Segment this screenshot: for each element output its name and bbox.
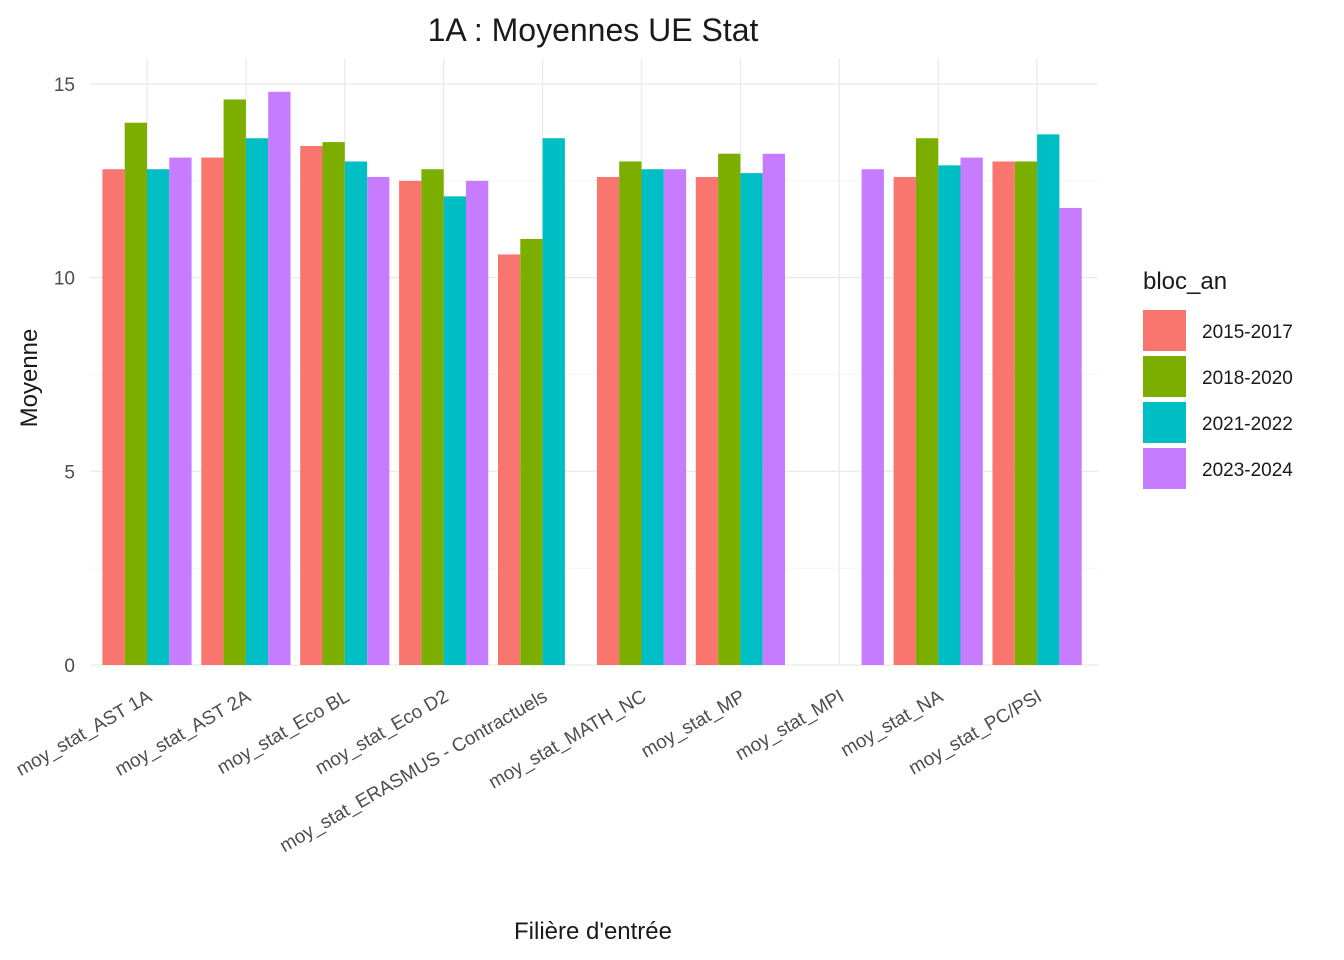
bar: 2021-2022 — moy_stat_AST 1A: 12.8: [147, 169, 170, 666]
bar: 2021-2022 — moy_stat_Eco BL: 13: [344, 161, 368, 665]
bar: 2015-2017 — moy_stat_Eco D2: 12.5: [399, 180, 422, 666]
bar: 2018-2020 — moy_stat_AST 2A: 14.6: [223, 99, 246, 665]
chart-title: 1A : Moyennes UE Stat: [428, 12, 759, 48]
bar: 2015-2017 — moy_stat_AST 1A: 12.8: [102, 169, 125, 666]
bar: 2015-2017 — moy_stat_MATH_NC: 12.6: [596, 176, 620, 665]
bar: 2018-2020 — moy_stat_NA: 13.6: [915, 138, 939, 665]
bar: 2023-2024 — moy_stat_NA: 13.1: [960, 157, 983, 666]
legend: bloc_an 2015-2017 2018-2020 2021-2022 2023-…: [1143, 268, 1293, 489]
legend-label: 2018-2020: [1202, 368, 1293, 389]
bar: 2018-2020 — moy_stat_PC/PSI: 13: [1014, 161, 1038, 665]
bar: 2023-2024 — moy_stat_Eco BL: 12.6: [367, 176, 390, 665]
legend-swatch: [1143, 448, 1186, 489]
y-tick-label: 5: [64, 462, 75, 483]
bar: 2021-2022 — moy_stat_MATH_NC: 12.8: [641, 169, 664, 666]
bar: 2023-2024 — moy_stat_MPI: 12.8: [861, 169, 884, 666]
bar: 2018-2020 — moy_stat_MP: 13.2: [718, 153, 741, 665]
bar: 2023-2024 — moy_stat_AST 1A: 13.1: [169, 157, 192, 666]
bar: 2018-2020 — moy_stat_ERASMUS - Contractu…: [520, 238, 543, 665]
legend-swatch: [1143, 356, 1186, 397]
bar: 2021-2022 — moy_stat_ERASMUS - Contractu…: [542, 138, 565, 665]
legend-title: bloc_an: [1143, 268, 1227, 295]
x-tick-label: moy_stat_MP: [638, 686, 749, 762]
legend-label: 2023-2024: [1202, 460, 1293, 481]
bar: 2018-2020 — moy_stat_Eco D2: 12.8: [421, 169, 444, 666]
y-tick-label: 15: [54, 75, 75, 96]
x-tick-label: moy_stat_MPI: [732, 686, 848, 765]
legend-label: 2021-2022: [1202, 414, 1293, 435]
bars: 2015-2017 — moy_stat_AST 1A: 12.8 2015-20…: [102, 91, 1082, 666]
bar: 2023-2024 — moy_stat_AST 2A: 14.8: [268, 91, 291, 666]
bar: 2023-2024 — moy_stat_Eco D2: 12.5: [466, 180, 489, 666]
y-axis-title: Moyenne: [16, 329, 43, 428]
bar: 2021-2022 — moy_stat_Eco D2: 12.1: [443, 196, 466, 665]
legend-label: 2015-2017: [1202, 322, 1293, 343]
bar: 2015-2017 — moy_stat_PC/PSI: 13: [992, 161, 1015, 665]
bar: 2015-2017 — moy_stat_ERASMUS - Contractu…: [498, 254, 521, 665]
y-tick-label: 0: [64, 656, 75, 677]
x-axis-title: Filière d'entrée: [514, 918, 672, 945]
bar: 2015-2017 — moy_stat_Eco BL: 13.4: [300, 145, 323, 665]
bar: 2018-2020 — moy_stat_Eco BL: 13.5: [322, 142, 345, 666]
bar: 2021-2022 — moy_stat_AST 2A: 13.6: [245, 138, 269, 665]
bar: 2023-2024 — moy_stat_MP: 13.2: [762, 153, 785, 665]
x-tick-label: moy_stat_MATH_NC: [485, 686, 650, 793]
bar: 2018-2020 — moy_stat_AST 1A: 14: [124, 122, 147, 665]
bar: 2021-2022 — moy_stat_NA: 12.9: [938, 165, 961, 665]
bar: 2023-2024 — moy_stat_MATH_NC: 12.8: [663, 169, 687, 666]
legend-swatch: [1143, 310, 1186, 351]
bar: 2021-2022 — moy_stat_PC/PSI: 13.7: [1037, 134, 1060, 665]
bar: 2015-2017 — moy_stat_AST 2A: 13.1: [201, 157, 224, 666]
y-tick-label: 10: [54, 269, 75, 290]
bar: 2021-2022 — moy_stat_MP: 12.7: [740, 173, 763, 665]
y-axis-ticks: 0 5 10 15: [54, 75, 75, 677]
bar: 2015-2017 — moy_stat_MP: 12.6: [695, 176, 719, 665]
bar: 2018-2020 — moy_stat_MATH_NC: 13: [619, 161, 642, 665]
legend-swatch: [1143, 402, 1186, 443]
bar: 2023-2024 — moy_stat_PC/PSI: 11.8: [1059, 207, 1082, 666]
bar: 2015-2017 — moy_stat_NA: 12.6: [893, 176, 916, 665]
